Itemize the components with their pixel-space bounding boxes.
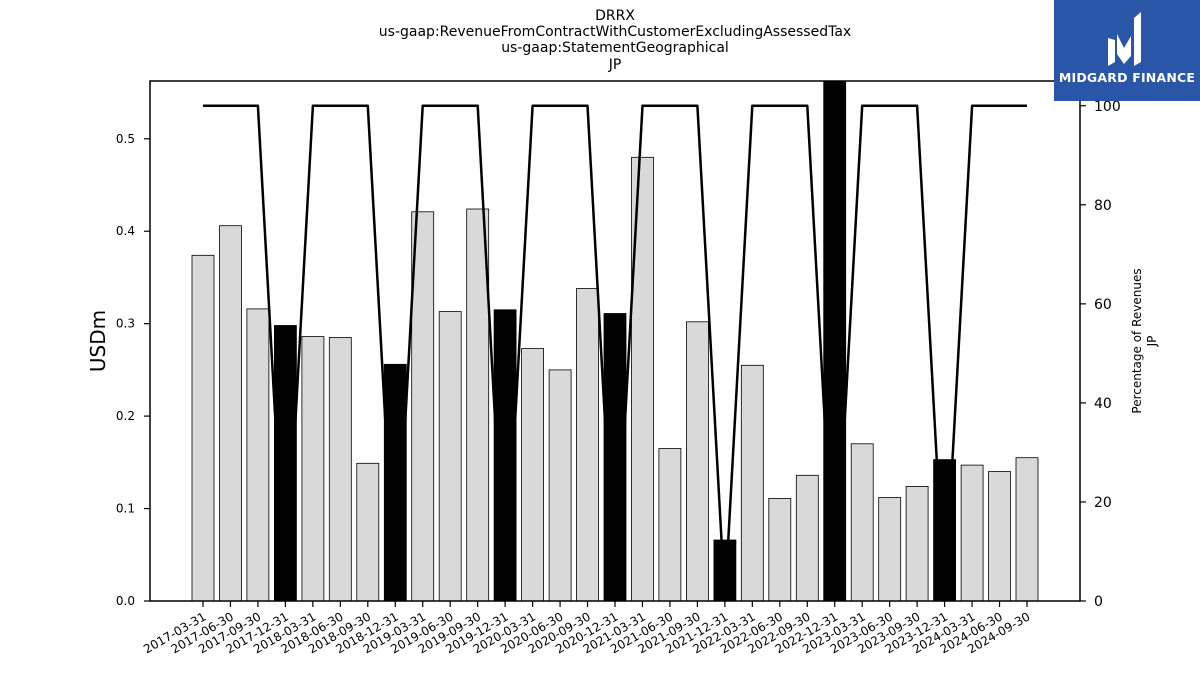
bar-2023-09-30 [905,485,929,602]
y2-tick-label: 40 [1094,396,1112,412]
bar-2017-09-30 [246,308,270,602]
x-axis: 2017-03-312017-06-302017-09-302017-12-31… [141,601,1033,656]
y-tick-label: 0.5 [116,132,135,146]
chart-title-axis: us-gaap:StatementGeographical [501,40,729,56]
bar-2024-06-30 [988,471,1011,602]
y2-tick-label: 20 [1094,495,1112,511]
bar-2020-06-30 [548,369,572,602]
y-tick-label: 0.4 [116,224,135,238]
y-tick-label: 0.2 [116,409,135,423]
bar-2024-09-30 [1015,457,1039,602]
bar-2022-09-30 [795,474,819,602]
bar-2019-09-30 [466,208,490,602]
y-axis-label: USDm [86,310,110,372]
bar-2022-03-31 [740,364,764,602]
bar-2022-06-30 [768,497,792,602]
left-y-axis: 0.0 0.1 0.2 0.3 0.4 0.5 [116,132,150,608]
bar-2017-06-30 [219,225,242,602]
bar-2018-09-30 [356,462,380,602]
chart-title-member: JP [608,57,622,73]
y2-tick-label: 0 [1094,594,1103,610]
bar-2023-03-31 [850,443,874,602]
y-tick-label: 0.1 [116,502,135,516]
brand-logo: MIDGARD FINANCE [1054,0,1200,101]
brand-logo-mark-icon [1108,12,1141,66]
y2-tick-label: 60 [1094,297,1112,313]
y2-axis-label-line2: JP [1145,336,1159,348]
y2-tick-label: 100 [1094,99,1121,115]
right-y-axis: 0 20 40 60 80 100 [1080,99,1121,610]
y-tick-label: 0.0 [116,594,135,608]
bar-2024-03-31 [960,464,984,602]
bar-2018-06-30 [328,337,352,602]
bar-series [191,80,1039,602]
y2-tick-label: 80 [1094,198,1112,214]
bar-2021-09-30 [686,321,709,602]
chart-title-concept: us-gaap:RevenueFromContractWithCustomerE… [378,24,852,40]
bar-2017-03-31 [191,254,215,602]
bar-2019-03-31 [411,211,435,602]
bar-2019-06-30 [438,311,462,602]
brand-logo-text: MIDGARD FINANCE [1058,70,1196,85]
bar-2020-09-30 [576,288,599,602]
bar-2018-03-31 [301,336,325,602]
y2-axis-label-line1: Percentage of Revenues [1130,268,1144,413]
bar-2023-06-30 [878,497,902,602]
bar-2022-12-31 [823,80,847,602]
chart-title-ticker: DRRX [595,8,635,24]
bar-2021-06-30 [658,448,682,602]
y-tick-label: 0.3 [116,317,135,331]
bar-2020-03-31 [521,348,544,602]
